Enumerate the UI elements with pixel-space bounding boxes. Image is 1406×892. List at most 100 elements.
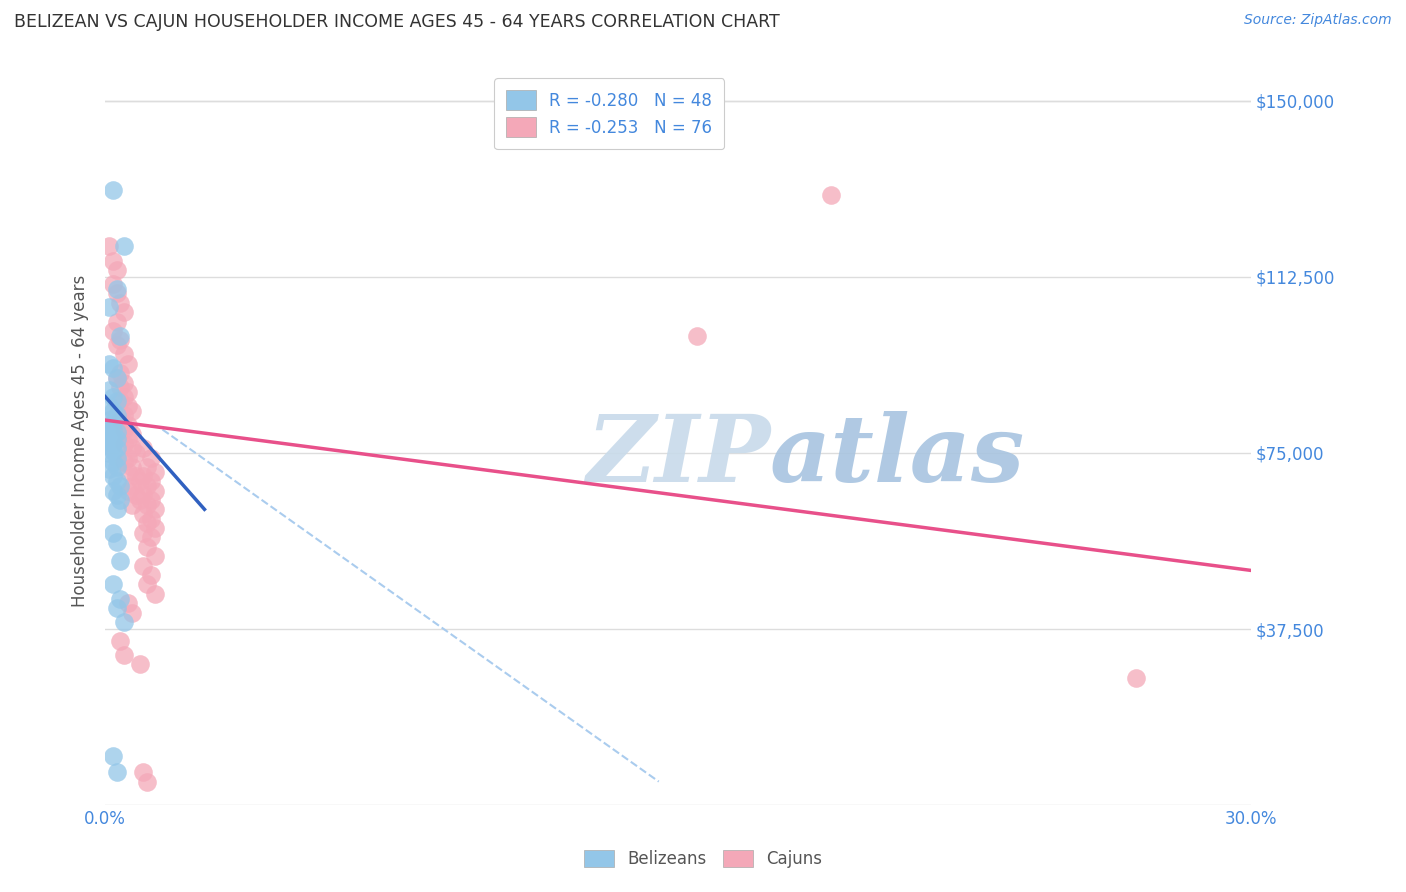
Point [105, 371, 128, 385]
Point [101, 436, 124, 450]
Point [112, 423, 135, 437]
Point [820, 187, 842, 202]
Point [1125, 671, 1147, 685]
Point [132, 765, 155, 780]
Point [105, 765, 128, 780]
Point [105, 338, 128, 352]
Y-axis label: Householder Income Ages 45 - 64 years: Householder Income Ages 45 - 64 years [72, 275, 89, 607]
Point [143, 483, 166, 498]
Point [101, 748, 124, 763]
Point [128, 657, 150, 672]
Point [105, 502, 128, 516]
Point [136, 774, 159, 789]
Point [121, 403, 143, 417]
Point [98, 301, 121, 315]
Point [136, 577, 159, 591]
Point [112, 455, 135, 469]
Point [132, 469, 155, 483]
Point [98, 399, 121, 413]
Point [98, 239, 121, 253]
Point [125, 446, 148, 460]
Point [112, 305, 135, 319]
Point [101, 416, 124, 430]
Point [143, 465, 166, 479]
Point [110, 492, 132, 507]
Point [121, 427, 143, 442]
Point [136, 460, 159, 475]
Legend: Belizeans, Cajuns: Belizeans, Cajuns [576, 843, 830, 875]
Point [132, 442, 155, 456]
Point [105, 601, 128, 615]
Point [117, 417, 139, 432]
Point [110, 366, 132, 380]
Point [98, 357, 121, 371]
Point [117, 596, 139, 610]
Point [136, 540, 159, 554]
Point [98, 420, 121, 434]
Point [117, 483, 139, 498]
Point [101, 390, 124, 404]
Point [136, 516, 159, 531]
Point [98, 427, 121, 442]
Point [139, 568, 162, 582]
Point [121, 479, 143, 493]
Point [105, 371, 128, 385]
Text: Source: ZipAtlas.com: Source: ZipAtlas.com [1244, 13, 1392, 28]
Point [112, 648, 135, 662]
Point [101, 423, 124, 437]
Point [112, 436, 135, 450]
Point [132, 558, 155, 573]
Point [101, 577, 124, 591]
Point [110, 479, 132, 493]
Point [101, 183, 124, 197]
Point [98, 446, 121, 460]
Point [112, 615, 135, 629]
Point [98, 383, 121, 397]
Point [121, 460, 143, 475]
Point [112, 347, 135, 361]
Point [128, 474, 150, 488]
Point [98, 439, 121, 453]
Point [101, 277, 124, 291]
Point [105, 263, 128, 277]
Point [105, 282, 128, 296]
Point [121, 442, 143, 456]
Point [110, 591, 132, 606]
Point [136, 498, 159, 512]
Point [125, 469, 148, 483]
Point [98, 413, 121, 427]
Point [105, 460, 128, 475]
Point [139, 492, 162, 507]
Point [101, 455, 124, 469]
Point [105, 409, 128, 423]
Point [101, 253, 124, 268]
Point [101, 483, 124, 498]
Point [686, 328, 709, 343]
Point [139, 450, 162, 465]
Point [117, 432, 139, 446]
Legend: R = -0.280   N = 48, R = -0.253   N = 76: R = -0.280 N = 48, R = -0.253 N = 76 [495, 78, 724, 149]
Point [132, 507, 155, 521]
Point [110, 413, 132, 427]
Point [105, 394, 128, 409]
Point [143, 549, 166, 564]
Point [101, 469, 124, 483]
Point [110, 328, 132, 343]
Point [105, 474, 128, 488]
Point [110, 295, 132, 310]
Point [112, 376, 135, 390]
Point [143, 587, 166, 601]
Point [110, 334, 132, 348]
Point [139, 474, 162, 488]
Point [125, 488, 148, 502]
Point [105, 286, 128, 301]
Point [105, 425, 128, 439]
Point [110, 633, 132, 648]
Point [105, 450, 128, 465]
Point [117, 357, 139, 371]
Point [110, 394, 132, 409]
Point [101, 525, 124, 540]
Point [101, 429, 124, 443]
Point [110, 380, 132, 394]
Point [128, 492, 150, 507]
